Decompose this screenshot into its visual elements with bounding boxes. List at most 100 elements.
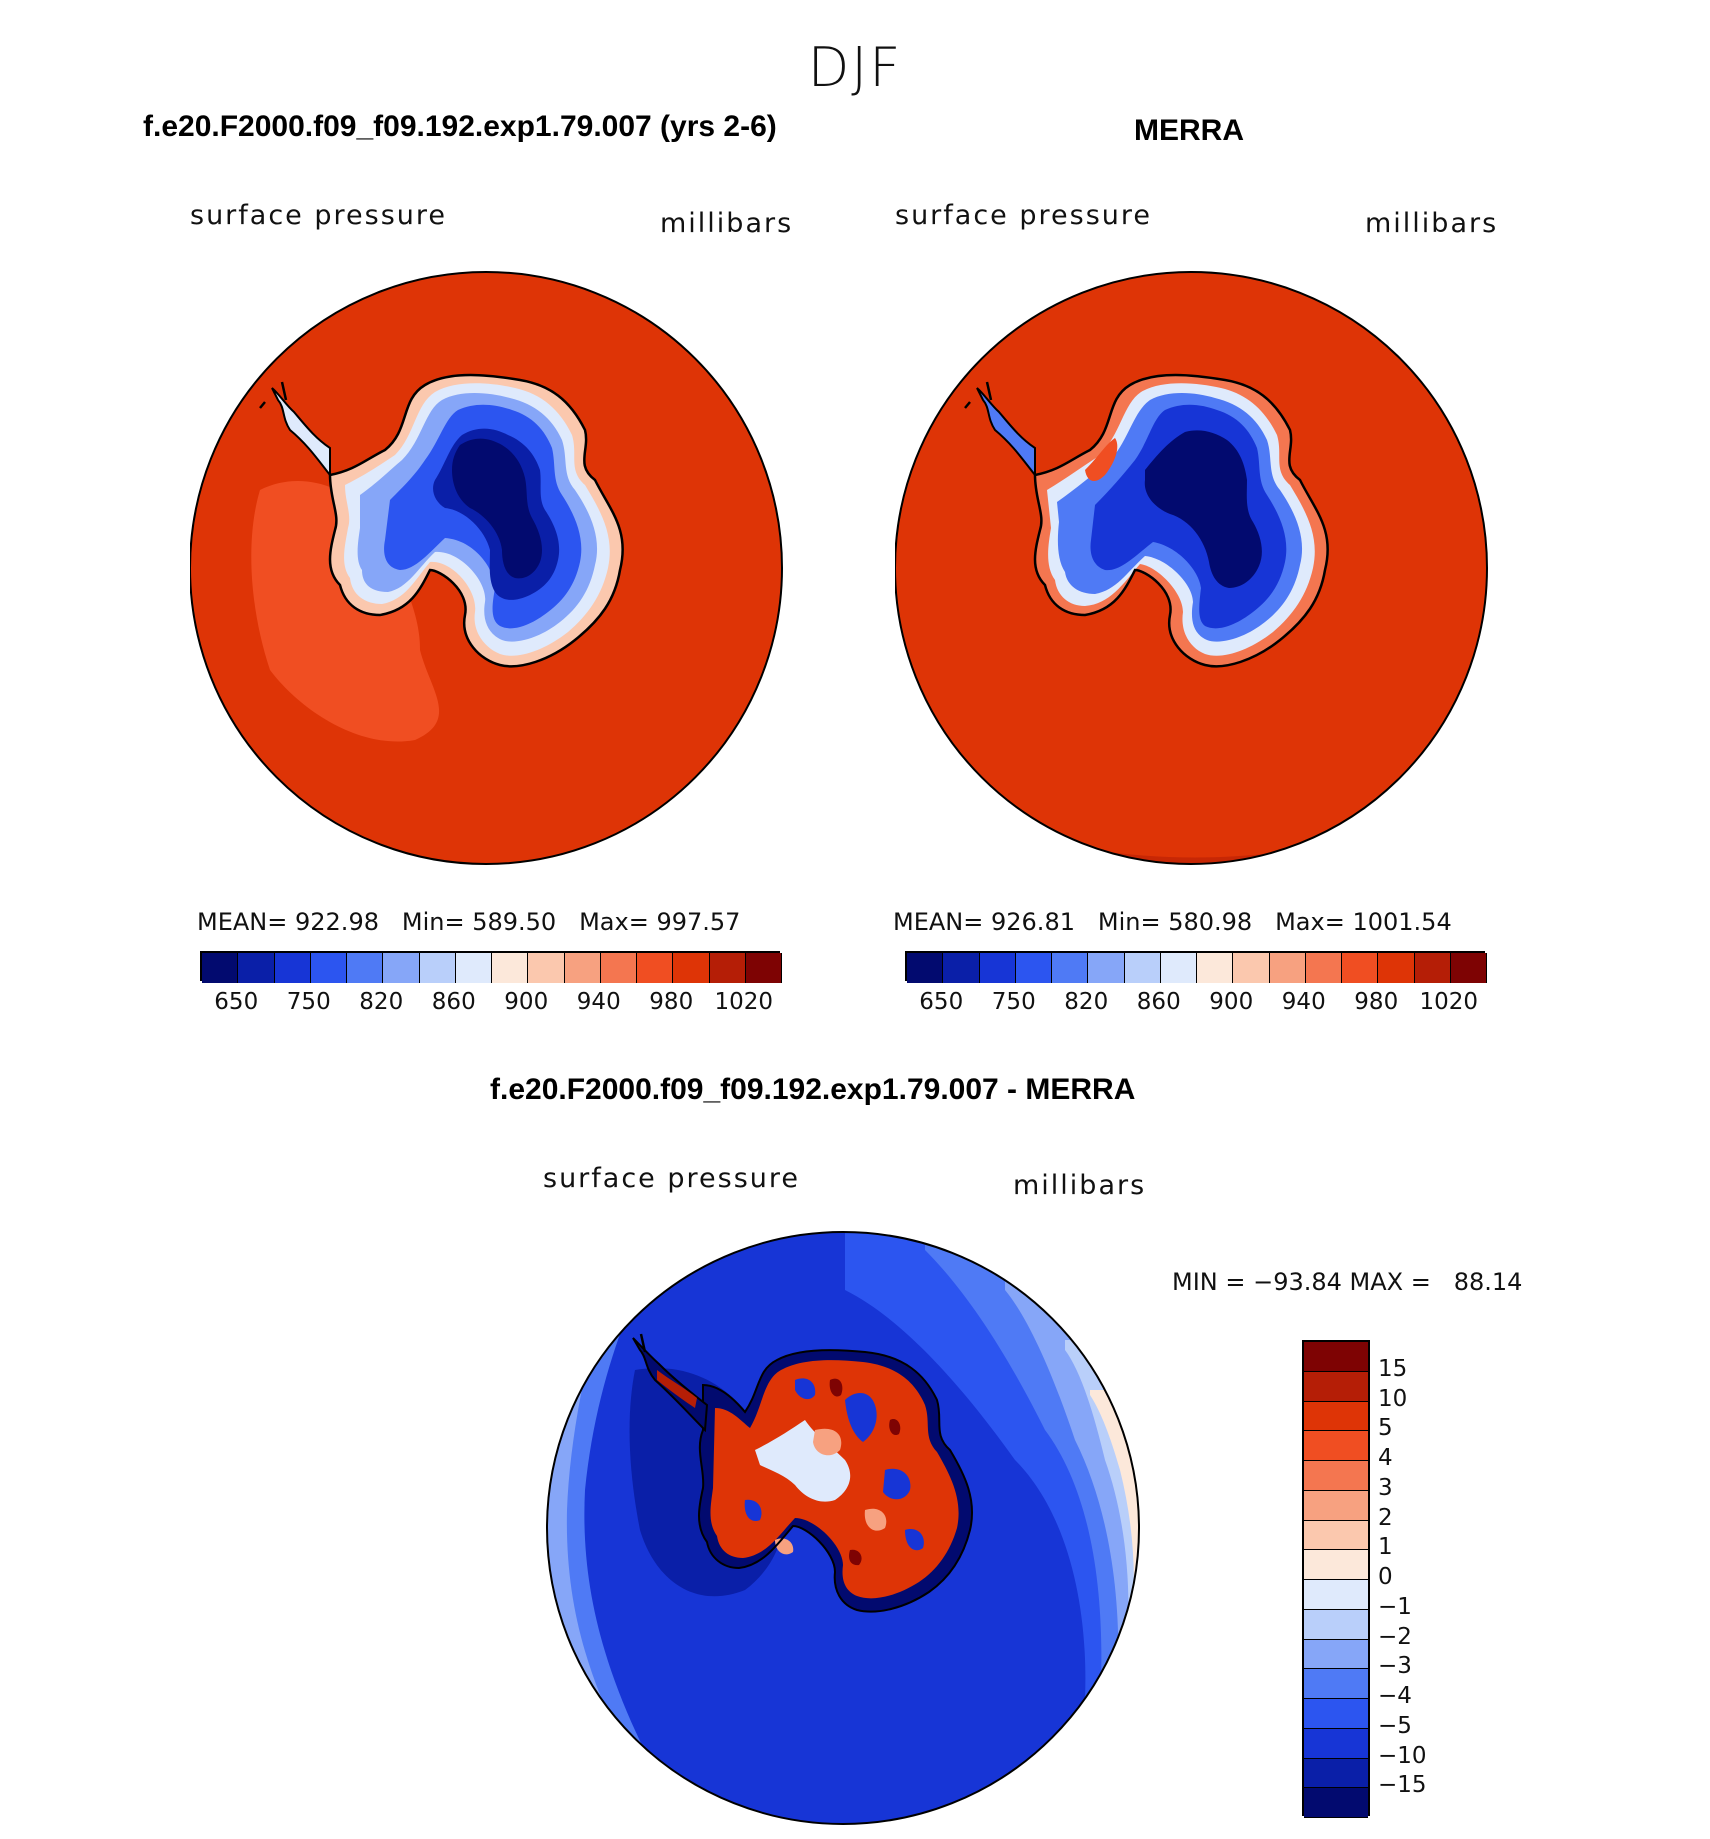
colorbar-swatch <box>1304 1758 1368 1789</box>
colorbar-tick-label: 750 <box>286 989 331 1015</box>
colorbar-tick-label: −10 <box>1378 1742 1427 1769</box>
colorbar-swatch <box>238 953 275 983</box>
colorbar-swatch <box>1342 953 1379 983</box>
colorbar-tick-label: 940 <box>1281 989 1326 1015</box>
colorbar-tick-label: −2 <box>1378 1623 1412 1650</box>
colorbar-tick-label: −15 <box>1378 1772 1427 1799</box>
colorbar-swatch <box>1052 953 1089 983</box>
colorbar-tick-label: 1 <box>1378 1534 1393 1561</box>
obs-units-label: millibars <box>1365 208 1499 239</box>
colorbar-tick-label: 820 <box>359 989 404 1015</box>
colorbar-swatch <box>274 953 311 983</box>
model-variable-label: surface pressure <box>190 200 447 231</box>
colorbar-tick-label: 860 <box>1136 989 1181 1015</box>
colorbar-tick-label: 10 <box>1378 1385 1408 1412</box>
colorbar-swatch <box>1124 953 1161 983</box>
colorbar-swatch <box>1304 1699 1368 1729</box>
colorbar-tick-label: 900 <box>1209 989 1254 1015</box>
colorbar-swatch <box>1304 1550 1368 1580</box>
colorbar-tick-label: 980 <box>1354 989 1399 1015</box>
colorbar-swatch <box>1304 1580 1368 1610</box>
colorbar-swatch <box>1304 1461 1368 1491</box>
obs-variable-label: surface pressure <box>895 200 1152 231</box>
obs-max-value: 1001.54 <box>1352 908 1452 936</box>
colorbar-swatch <box>943 953 980 983</box>
colorbar-tick-label: 15 <box>1378 1355 1408 1382</box>
colorbar-tick-label: 650 <box>919 989 964 1015</box>
obs-min-label: Min= <box>1097 908 1161 936</box>
colorbar-swatch <box>1304 1669 1368 1699</box>
colorbar-tick-label: 4 <box>1378 1445 1393 1471</box>
colorbar-swatch <box>492 953 529 983</box>
colorbar-swatch <box>1160 953 1197 983</box>
colorbar-tick-label: 980 <box>649 989 694 1015</box>
obs-mean-value: 926.81 <box>991 908 1075 936</box>
colorbar-swatch <box>600 953 637 983</box>
model-min-value: 589.50 <box>472 908 557 936</box>
colorbar-tick-label: 1020 <box>1419 989 1479 1015</box>
colorbar-tick-label: 940 <box>576 989 621 1015</box>
figure-title: DJF <box>807 36 903 99</box>
colorbar-tick-label: 860 <box>431 989 476 1015</box>
obs-case-title: MERRA <box>1134 114 1244 147</box>
colorbar-swatch <box>709 953 746 983</box>
colorbar-swatch <box>1304 1639 1368 1670</box>
colorbar-tick-label: 0 <box>1378 1564 1393 1590</box>
colorbar-tick-label: 650 <box>214 989 259 1015</box>
colorbar-swatch <box>1304 1431 1368 1461</box>
colorbar-tick-label: 3 <box>1378 1474 1393 1501</box>
colorbar-swatch <box>1414 953 1451 983</box>
colorbar-swatch <box>1304 1788 1368 1818</box>
model-units-label: millibars <box>660 208 794 239</box>
colorbar-tick-label: −4 <box>1378 1683 1412 1709</box>
colorbar-swatch <box>907 953 944 983</box>
colorbar-swatch <box>1450 953 1487 983</box>
model-mean-value: 922.98 <box>295 908 379 936</box>
colorbar-swatch <box>1304 1609 1368 1640</box>
colorbar-tick-label: 820 <box>1064 989 1109 1015</box>
colorbar-swatch <box>310 953 347 983</box>
colorbar-swatch <box>202 953 239 983</box>
diff-case-title: f.e20.F2000.f09_f09.192.exp1.79.007 - ME… <box>490 1073 1136 1106</box>
colorbar-swatch <box>455 953 492 983</box>
colorbar-swatch <box>1304 1342 1368 1372</box>
colorbar-swatch <box>979 953 1016 983</box>
obs-antarctic-map <box>895 271 1488 865</box>
diff-units-label: millibars <box>1013 1170 1147 1201</box>
colorbar-swatch <box>637 953 674 983</box>
model-case-title: f.e20.F2000.f09_f09.192.exp1.79.007 (yrs… <box>143 110 777 143</box>
diff-colorbar <box>1302 1340 1370 1818</box>
model-mean-label: MEAN= <box>197 908 288 936</box>
colorbar-swatch <box>1088 953 1125 983</box>
diff-variable-label: surface pressure <box>543 1163 800 1194</box>
colorbar-tick-label: −5 <box>1378 1712 1412 1739</box>
colorbar-tick-label: 1020 <box>714 989 774 1015</box>
model-max-label: Max= <box>579 908 649 936</box>
colorbar-swatch <box>1304 1728 1368 1759</box>
diff-antarctic-map <box>546 1231 1140 1825</box>
colorbar-swatch <box>419 953 456 983</box>
model-antarctic-map <box>190 271 783 865</box>
colorbar-swatch <box>745 953 782 983</box>
model-min-label: Min= <box>401 908 465 936</box>
colorbar-tick-label: 5 <box>1378 1415 1393 1442</box>
colorbar-swatch <box>1304 1371 1368 1402</box>
obs-min-value: 580.98 <box>1168 908 1253 936</box>
colorbar-swatch <box>383 953 420 983</box>
colorbar-swatch <box>1305 953 1342 983</box>
colorbar-tick-label: 750 <box>991 989 1036 1015</box>
model-stats: MEAN= 922.98 Min= 589.50 Max= 997.57 <box>197 908 740 936</box>
colorbar-swatch <box>1197 953 1234 983</box>
colorbar-swatch <box>1378 953 1415 983</box>
colorbar-tick-label: 900 <box>504 989 549 1015</box>
obs-mean-label: MEAN= <box>893 908 984 936</box>
obs-stats: MEAN= 926.81 Min= 580.98 Max= 1001.54 <box>893 908 1452 936</box>
model-colorbar <box>200 951 782 983</box>
colorbar-tick-label: −3 <box>1378 1653 1412 1680</box>
colorbar-tick-label: −1 <box>1378 1593 1412 1620</box>
colorbar-swatch <box>564 953 601 983</box>
colorbar-swatch <box>1233 953 1270 983</box>
colorbar-swatch <box>1015 953 1052 983</box>
model-max-value: 997.57 <box>656 908 741 936</box>
colorbar-swatch <box>347 953 384 983</box>
